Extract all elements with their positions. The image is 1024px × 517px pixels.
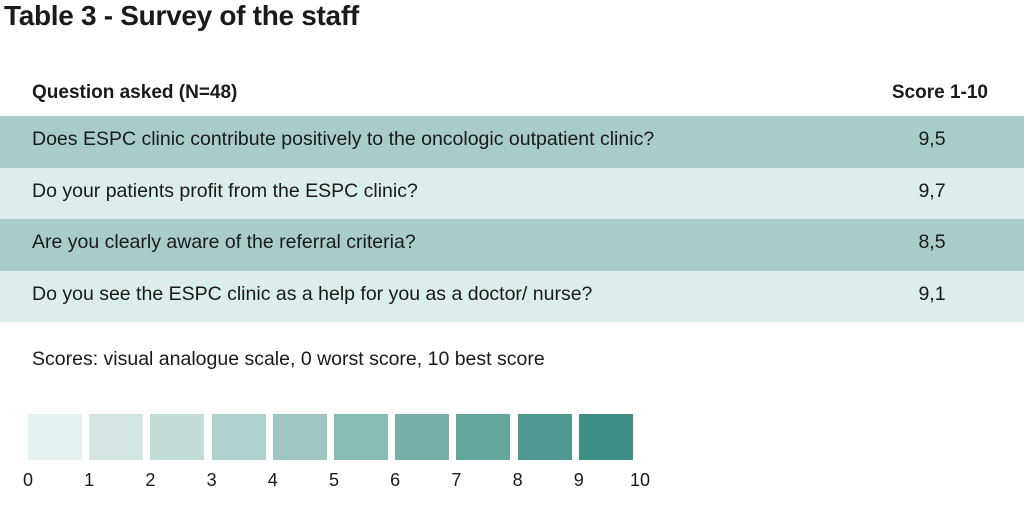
scale-tick-label: 3 [206, 470, 217, 490]
scale-swatch-6 [334, 414, 388, 460]
question-cell: Are you clearly aware of the referral cr… [32, 231, 416, 253]
scale-tick-label: 9 [573, 470, 584, 490]
scale-swatch-7 [395, 414, 450, 460]
scale-tick-label: 2 [145, 470, 156, 490]
scale-swatch-5 [272, 414, 327, 460]
scale-note: Scores: visual analogue scale, 0 worst s… [32, 348, 545, 370]
survey-table: Does ESPC clinic contribute positively t… [0, 116, 1024, 322]
question-cell: Does ESPC clinic contribute positively t… [32, 128, 655, 150]
question-cell: Do your patients profit from the ESPC cl… [32, 179, 418, 202]
page-title: Table 3 - Survey of the staff [4, 0, 359, 31]
scale-swatch-9 [517, 414, 572, 460]
table-header: Question asked (N=48) Score 1-10 [0, 80, 1024, 110]
scale-tick-label: 8 [512, 470, 523, 490]
scale-tick-label: 6 [390, 470, 401, 490]
scale-swatch-8 [456, 414, 511, 460]
score-column-header: Score 1-10 [891, 82, 988, 103]
table-row: Does ESPC clinic contribute positively t… [0, 116, 1024, 168]
score-cell: 9,5 [918, 128, 946, 150]
color-scale-legend: 0 1 2 3 4 5 6 7 8 9 10 [23, 414, 650, 494]
question-cell: Do you see the ESPC clinic as a help for… [32, 282, 593, 305]
scale-tick-label: 7 [451, 470, 462, 490]
scale-tick-label: 1 [84, 470, 95, 490]
score-cell: 8,5 [918, 231, 946, 253]
scale-swatch-4 [211, 414, 266, 460]
score-cell: 9,1 [918, 282, 946, 305]
score-cell: 9,7 [918, 179, 946, 202]
scale-tick-label: 0 [22, 470, 33, 490]
scale-swatch-2 [89, 414, 144, 460]
table-row: Do your patients profit from the ESPC cl… [0, 167, 1024, 219]
table-row: Are you clearly aware of the referral cr… [0, 219, 1024, 271]
scale-swatch-10 [578, 414, 633, 460]
table-row: Do you see the ESPC clinic as a help for… [0, 270, 1024, 322]
question-column-header: Question asked (N=48) [32, 82, 238, 103]
scale-swatch-3 [150, 414, 205, 460]
scale-swatch-1 [28, 414, 82, 460]
scale-tick-label: 4 [267, 470, 278, 490]
scale-tick-label: 5 [328, 470, 339, 490]
scale-tick-label: 10 [629, 470, 651, 490]
